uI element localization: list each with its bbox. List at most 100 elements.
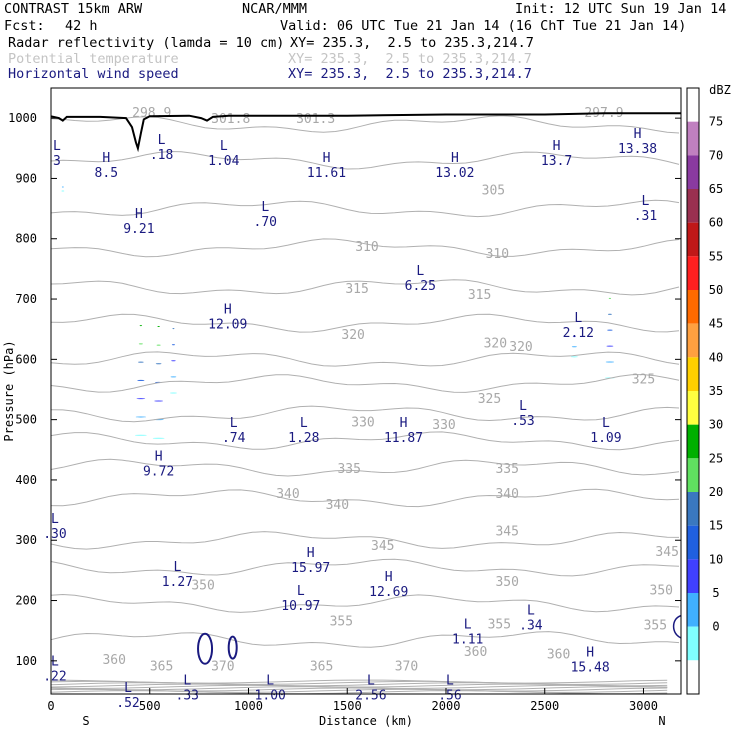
x-tick-label-1: 500 [139,699,161,713]
isentrope-6 [50,431,680,451]
colorbar-level-15: 0 [712,620,719,634]
forecast-label: Fcst: [4,18,45,34]
isentrope-0 [50,631,680,648]
theta-label-2: 370 [211,660,234,675]
theta-label-14: 345 [495,525,518,540]
wind-extremum-value-6: 15.48 [571,661,610,676]
reflectivity-cell-1-15 [154,400,163,402]
x-end-label-north: N [658,714,665,728]
y-tick-label-0: 100 [15,654,37,668]
colorbar-swatch-4 [687,222,699,257]
theta-label-12: 350 [650,584,673,599]
colorbar-level-13: 10 [709,552,723,566]
wind-extremum-type-31: L [220,139,228,154]
wind-extremum-value-17: 11.87 [384,431,423,446]
field-reflectivity-xy: XY= 235.3, 2.5 to 235.3,214.7 [290,35,534,51]
reflectivity-cell-3-10 [571,346,577,348]
wind-extremum-type-21: L [574,311,582,326]
wind-extremum-value-30: .18 [150,148,173,163]
theta-label-31: 310 [486,247,509,262]
theta-label-25: 320 [341,328,364,343]
theta-label-10: 350 [191,578,214,593]
wind-extremum-type-9: L [297,584,305,599]
colorbar-swatch-8 [687,357,699,391]
isentrope-11 [50,279,680,296]
colorbar-level-3: 60 [709,216,723,230]
theta-label-5: 360 [464,645,487,660]
theta-label-7: 355 [644,619,667,634]
theta-label-4: 370 [395,660,418,675]
isentrope-8 [50,374,680,393]
wind-extremum-type-19: L [519,399,527,414]
isentrope-14 [50,150,680,170]
reflectivity-cell-0-15 [136,398,146,400]
wind-extremum-value-29: 13.7 [541,154,572,169]
wind-extremum-value-7: 1.11 [452,632,483,647]
wind-extremum-type-29: H [553,139,561,154]
isentrope-4 [50,488,680,508]
wind-extremum-value-9: 10.97 [281,599,320,614]
wind-extremum-value-27: 11.61 [307,166,346,181]
valid-time: Valid: 06 UTC Tue 21 Jan 14 (16 ChT Tue … [280,18,687,34]
wind-speed-layer: L.52L.33L1.00L2.56L.56L.22H15.48L1.11L.3… [43,127,682,711]
wind-extremum-type-4: L [446,673,454,688]
theta-label-3: 365 [310,660,333,675]
colorbar-swatch-14 [687,559,699,593]
wind-extremum-value-3: 2.56 [355,688,386,703]
x-axis-label: Distance (km) [319,714,413,728]
reflectivity-cell-0-5 [134,434,147,436]
colorbar-level-5: 50 [709,283,723,297]
wind-extremum-value-15: .74 [222,431,246,446]
wind-extremum-type-27: H [323,151,331,166]
isentrope-9 [50,351,680,367]
plot-frame [50,87,682,695]
colorbar-level-0: 75 [709,115,723,129]
theta-label-16: 340 [326,498,349,513]
wind-extremum-type-22: L [416,264,424,279]
y-tick-label-5: 600 [15,352,37,366]
theta-label-30: 310 [355,240,378,255]
wind-extremum-type-7: L [464,617,472,632]
colorbar-level-6: 45 [709,317,723,331]
x-tick-label-6: 3000 [629,699,658,713]
field-theta-name: Potential temperature [8,51,179,67]
reflectivity-cell-2-5 [169,392,177,394]
reflectivity-cell-4-30 [608,297,612,299]
wind-extremum-value-19: .53 [511,414,534,429]
theta-label-18: 340 [495,487,518,502]
field-wind-xy: XY= 235.3, 2.5 to 235.3,214.7 [288,66,532,82]
y-tick-label-8: 900 [15,171,37,185]
reflectivity-cell-2-20 [171,344,176,346]
colorbar-swatch-5 [687,256,699,290]
wind-extremum-value-1: .33 [176,688,199,703]
wind-extremum-value-10: 12.69 [369,585,408,600]
theta-label-1: 365 [150,660,173,675]
colorbar-level-7: 40 [709,350,723,364]
reflectivity-cell-4-10 [605,361,615,363]
theta-label-20: 335 [495,462,518,477]
init-time: Init: 12 UTC Sun 19 Jan 14 [515,1,727,17]
wind-extremum-type-28: H [451,151,459,166]
wind-extremum-type-30: L [158,133,166,148]
y-tick-label-9: 1000 [8,111,37,125]
reflectivity-cell-2-25 [172,328,175,330]
wind-extremum-type-24: L [261,200,269,215]
theta-label-34: 301.8 [211,112,250,127]
reflectivity-cell-1-30 [156,344,161,346]
wind-extremum-value-4: .56 [438,688,461,703]
wind-extremum-value-16: 1.28 [288,431,319,446]
theta-label-21: 330 [351,415,374,430]
colorbar-frame [686,87,700,695]
colorbar-level-4: 55 [709,249,723,263]
reflectivity-cell-4-15 [606,345,614,347]
theta-label-32: 305 [482,183,505,198]
theta-label-24: 325 [632,373,655,388]
wind-extremum-type-12: H [307,546,315,561]
y-tick-label-6: 700 [15,292,37,306]
isentrope-upper-8 [50,679,668,684]
isentrope-7 [50,405,680,423]
theta-label-15: 345 [655,545,678,560]
